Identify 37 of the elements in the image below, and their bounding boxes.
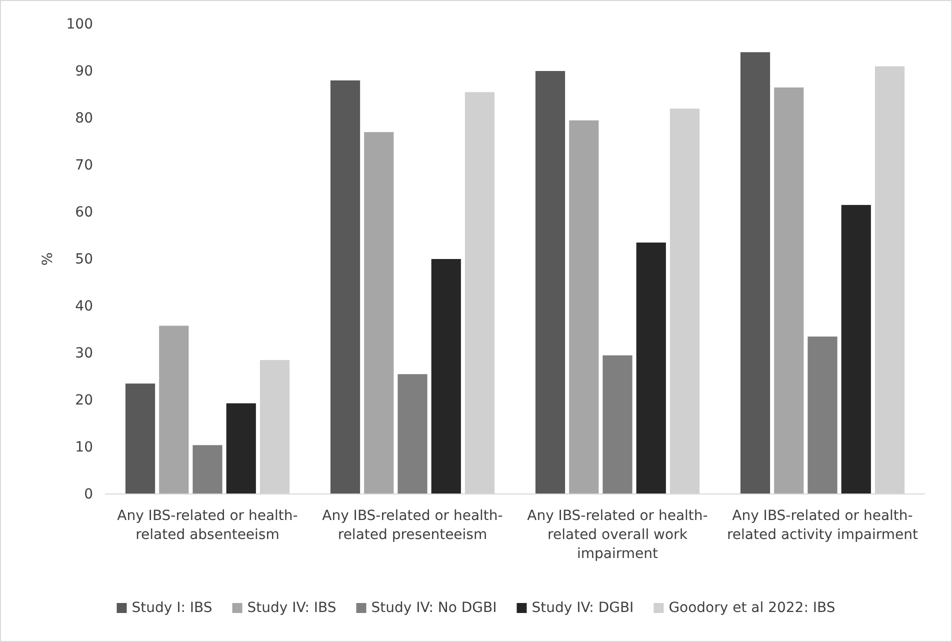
x-tick-label: Any IBS-related or health-related activity impairment: [726, 508, 919, 543]
y-tick-label: 50: [75, 251, 93, 268]
y-tick-label: 10: [75, 439, 93, 456]
bar: [398, 374, 428, 494]
y-tick-label: 70: [75, 157, 93, 174]
y-tick-label: 80: [75, 110, 93, 126]
y-tick-label: 100: [66, 16, 93, 32]
bar: [808, 336, 838, 494]
bar: [364, 132, 394, 494]
bar: [740, 52, 770, 494]
legend-label: Study IV: IBS: [247, 600, 336, 616]
bar: [636, 242, 666, 494]
y-tick-label: 90: [75, 63, 93, 80]
bar: [431, 259, 461, 494]
x-tick-label: Any IBS-related or health-related presenteeism: [322, 508, 503, 543]
bar: [535, 71, 566, 494]
bar: [774, 87, 804, 494]
bar: [602, 355, 632, 494]
x-tick-label: Any IBS-related or health-related overall work impairment: [527, 508, 708, 562]
y-tick-label: 20: [75, 392, 93, 408]
bar: [226, 403, 256, 494]
y-tick-label: 60: [75, 204, 93, 220]
y-tick-label: 0: [84, 486, 93, 502]
bar: [125, 384, 156, 494]
bar: [841, 204, 871, 494]
legend-label: Study I: IBS: [132, 600, 212, 616]
bar: [159, 326, 189, 494]
legend-label: Study IV: DGBI: [532, 600, 634, 616]
x-tick-label: Any IBS-related or health-related absenteeism: [117, 508, 298, 543]
legend-label: Goodory et al 2022: IBS: [668, 600, 836, 616]
y-tick-label: 30: [75, 345, 93, 362]
legend-label: Study IV: No DGBI: [371, 600, 497, 616]
y-axis-title: %: [40, 252, 56, 266]
bar: [569, 120, 599, 494]
bar: [330, 80, 360, 494]
bar: [192, 445, 222, 494]
y-tick-label: 40: [75, 298, 93, 314]
